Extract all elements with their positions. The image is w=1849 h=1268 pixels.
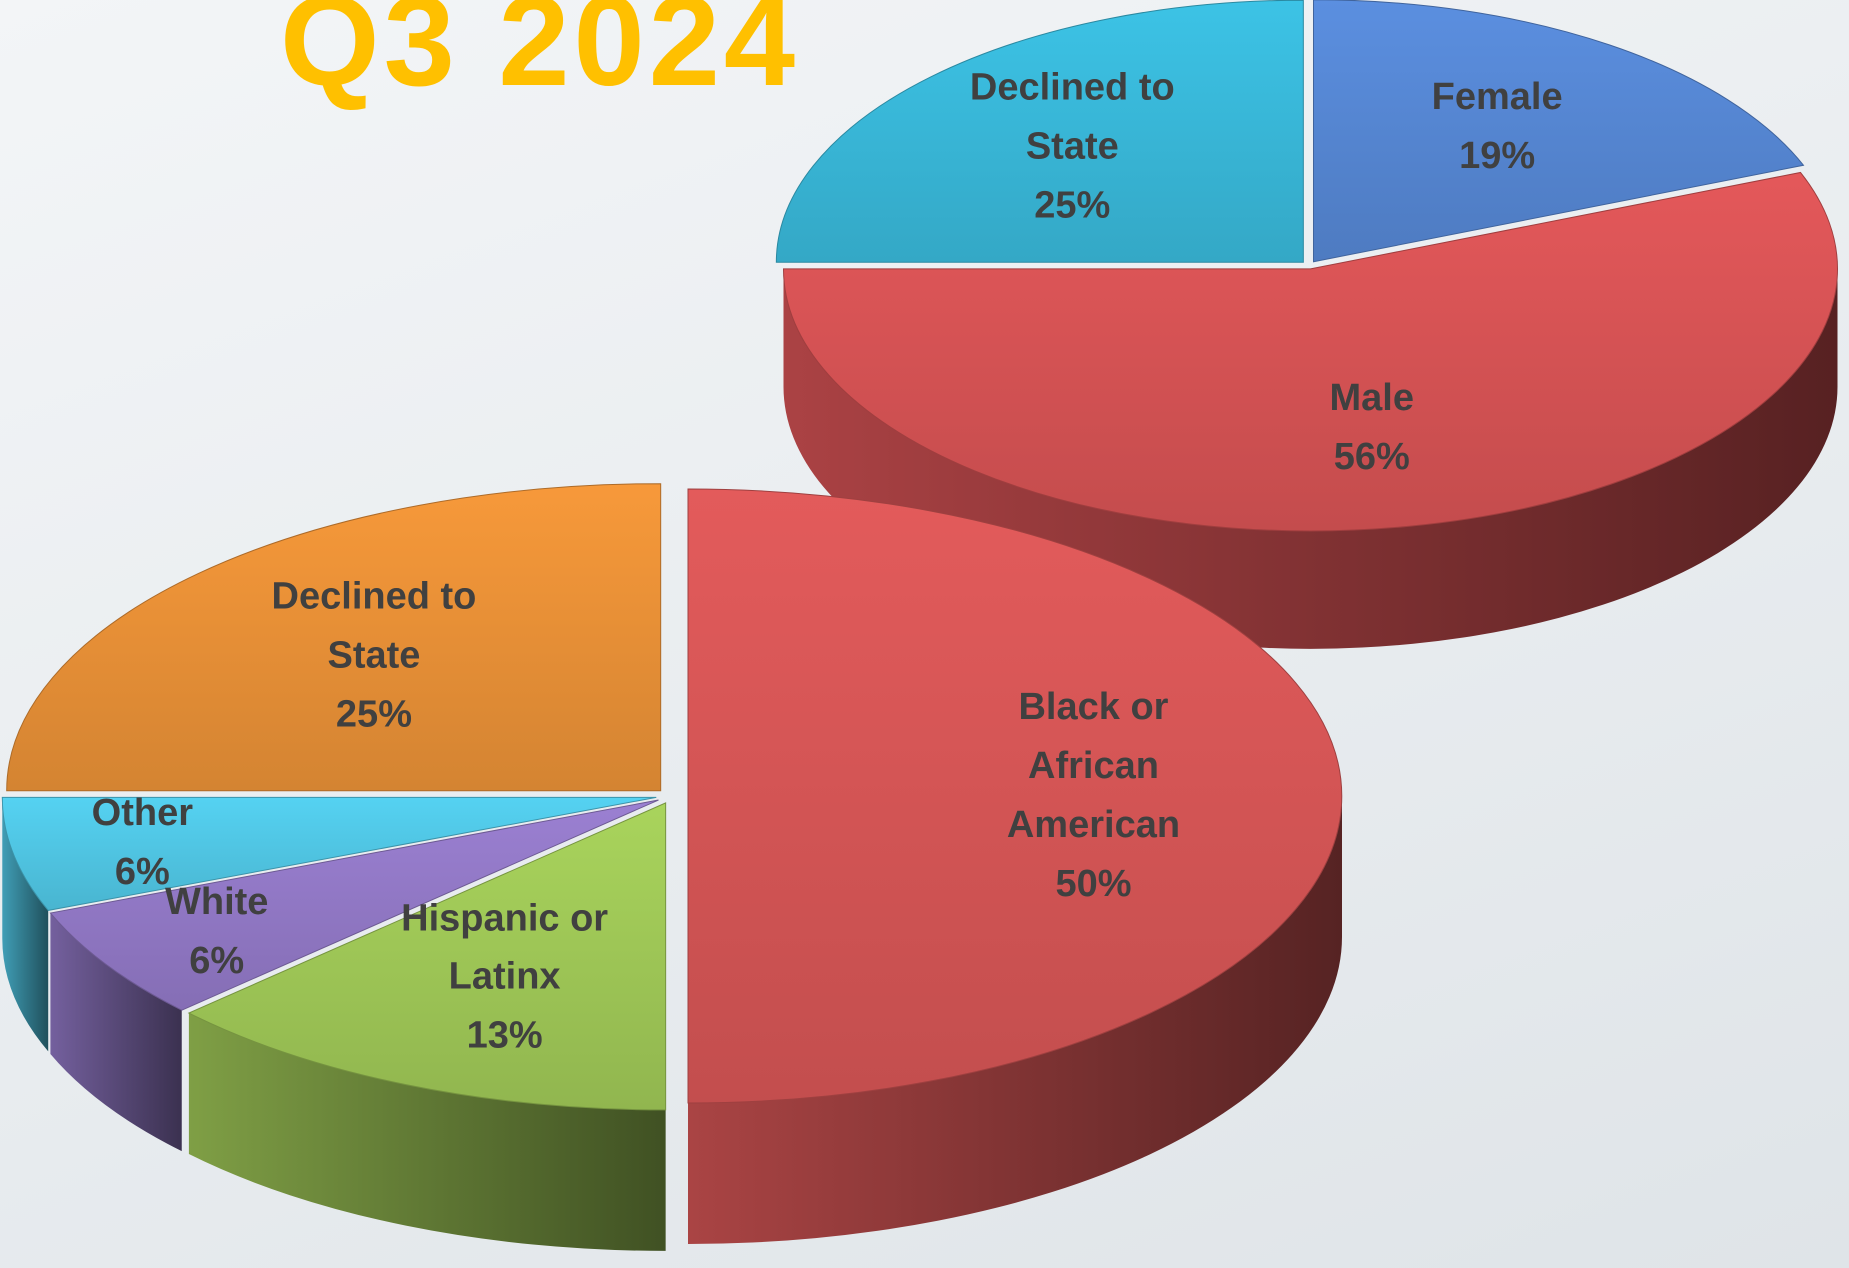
page-title: Q3 2024 bbox=[280, 0, 799, 115]
slice-category: Declined to State bbox=[937, 59, 1207, 177]
slice-value: 6% bbox=[82, 932, 352, 991]
slice-value: 13% bbox=[370, 1007, 640, 1066]
slice-value: 6% bbox=[7, 843, 277, 902]
slice-category: Female bbox=[1362, 68, 1632, 127]
page: Female19%Male56%Declined to State25%Blac… bbox=[0, 0, 1849, 1268]
slice-value: 25% bbox=[239, 686, 509, 745]
slice-category: Declined to State bbox=[239, 568, 509, 686]
slice-category: Black or African American bbox=[958, 678, 1228, 855]
slice-value: 25% bbox=[937, 177, 1207, 236]
slice-category: Male bbox=[1237, 370, 1507, 429]
slice-category: Other bbox=[7, 785, 277, 844]
slice-category: Hispanic or Latinx bbox=[370, 889, 640, 1007]
slice-value: 19% bbox=[1362, 127, 1632, 186]
slice-value: 56% bbox=[1237, 428, 1507, 487]
slice-value: 50% bbox=[958, 855, 1228, 914]
